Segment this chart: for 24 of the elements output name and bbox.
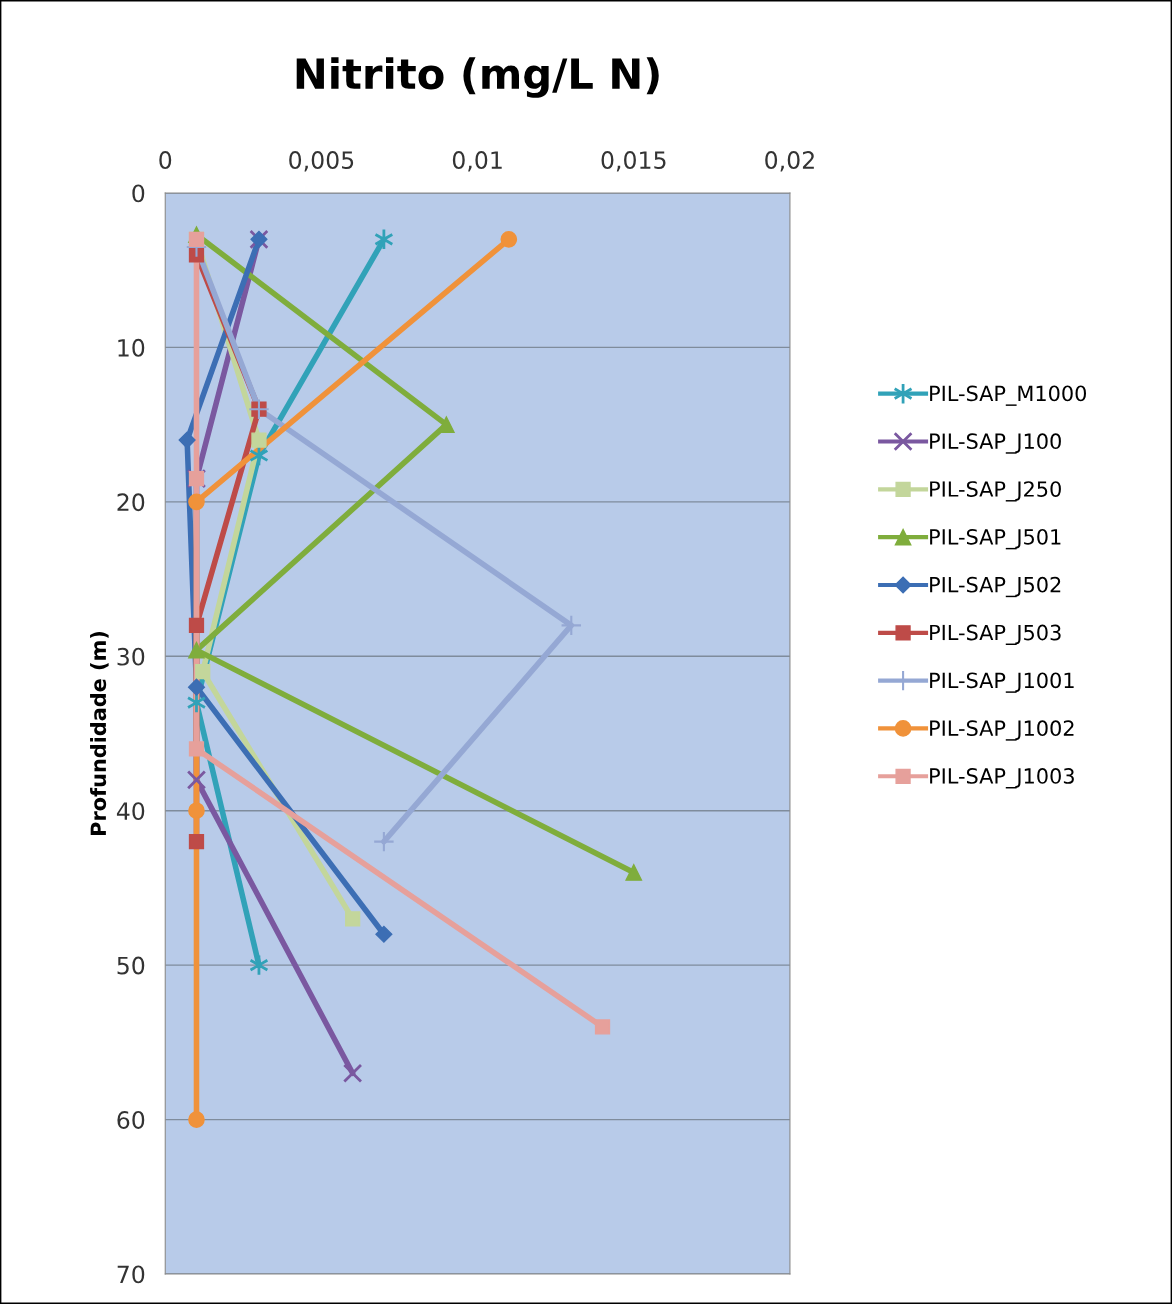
x-tick-label: 0,005 (289, 151, 354, 172)
legend-label: PIL-SAP_J503 (930, 624, 1061, 645)
legend-label: PIL-SAP_J501 (930, 528, 1061, 550)
y-tick-label: 40 (116, 802, 145, 821)
y-tick-label: 60 (117, 1111, 145, 1129)
y-tick-label: 10 (118, 338, 145, 357)
legend-label: PIL-SAP_M1000 (930, 385, 1087, 406)
legend-label: PIL-SAP_J100 (930, 433, 1061, 454)
legend-label: PIL-SAP_J1001 (930, 672, 1074, 693)
legend-label: PIL-SAP_J250 (930, 481, 1061, 502)
y-tick-label: 50 (117, 956, 145, 975)
y-tick-label: 20 (117, 493, 145, 512)
x-tick-label: 0,01 (452, 151, 502, 172)
chart-title: Nitrito (mg/L N) (296, 57, 659, 98)
y-tick-label: 30 (117, 647, 145, 666)
y-tick-label: 70 (117, 1265, 145, 1284)
legend-label: PIL-SAP_J1003 (930, 768, 1074, 789)
legend-label: PIL-SAP_J502 (930, 576, 1061, 598)
y-tick-label: 0 (132, 184, 145, 203)
x-tick-label: 0,015 (601, 151, 666, 172)
legend-label: PIL-SAP_J1002 (930, 720, 1074, 741)
y-axis-title: Profundidade (m) (90, 631, 109, 835)
x-tick-label: 0,02 (765, 151, 814, 172)
x-tick-label: 0 (159, 151, 172, 169)
